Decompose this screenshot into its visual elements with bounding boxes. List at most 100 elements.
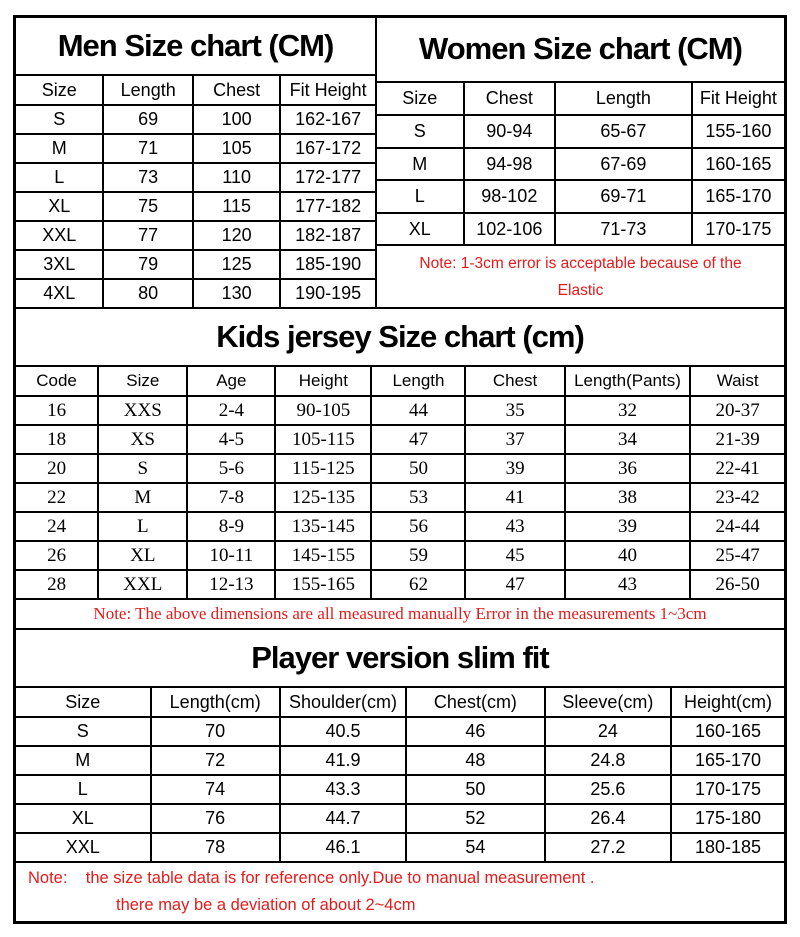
table-cell: 25.6 [543,774,673,805]
kids-header-row: Code Size Age Height Length Chest Length(Pants… [13,365,786,397]
table-cell: 94-98 [462,146,557,182]
table-cell: 22 [13,482,100,513]
column-header: Length [370,365,467,397]
table-cell: 20-37 [689,395,786,426]
women-title-row: Women Size chart (CM) [375,16,786,83]
table-cell: 70 [149,716,281,747]
table-row: XL 102-106 71-73 170-175 [375,211,787,247]
kids-size-chart-title: Kids jersey Size chart (cm) [14,307,786,367]
table-row: XXL 78 46.1 54 27.2 180-185 [14,832,786,863]
women-size-table: Women Size chart (CM) Size Chest Length Fit… [375,16,787,309]
table-row: 24 L 8-9 135-145 56 43 39 24-44 [13,511,786,542]
table-cell: 52 [405,803,546,834]
table-cell: 28 [13,569,100,600]
table-cell: 71 [102,133,194,164]
table-cell: 105-115 [274,424,373,455]
table-cell: 73 [102,162,194,193]
table-cell: M [13,133,105,164]
player-title-row: Player version slim fit [14,628,786,688]
table-row: 16 XXS 2-4 90-105 44 35 32 20-37 [13,395,786,426]
note-line: Note: 1-3cm error is acceptable because … [419,254,742,272]
table-cell: 80 [102,278,194,309]
table-cell: 2-4 [186,395,277,426]
men-title-row: Men Size chart (CM) [14,16,377,76]
kids-note-row: Note: The above dimensions are all measu… [14,598,786,630]
column-header: Chest [462,80,557,117]
women-size-chart-title: Women Size chart (CM) [375,16,786,83]
table-cell: 69-71 [554,179,693,214]
table-cell: 40.5 [278,716,408,747]
table-cell: 79 [102,249,194,280]
table-cell: 24 [543,716,673,747]
table-cell: 12-13 [186,569,277,600]
note-line: there may be a deviation of about 2~4cm [116,896,416,914]
table-cell: 165-170 [690,179,787,214]
table-cell: 24.8 [543,745,673,776]
table-row: S 69 100 162-167 [13,104,377,135]
column-header: Size [97,365,189,397]
table-cell: 72 [149,745,281,776]
table-cell: XL [97,540,189,571]
table-cell: 59 [370,540,467,571]
table-cell: XL [13,191,105,222]
table-cell: 155-165 [274,569,373,600]
table-cell: XXS [97,395,189,426]
column-header: Chest [191,74,282,106]
men-header-row: Size Length Chest Fit Height [13,74,377,106]
table-cell: XL [14,803,152,834]
table-cell: 44 [370,395,467,426]
player-note-row: Note: the size table data is for referen… [14,861,786,923]
table-cell: 130 [191,278,282,309]
table-cell: 165-170 [670,745,786,776]
table-cell: 77 [102,220,194,251]
table-cell: 100 [191,104,282,135]
table-cell: 172-177 [279,162,377,193]
table-cell: 50 [370,453,467,484]
table-cell: 78 [149,832,281,863]
table-cell: 43.3 [278,774,408,805]
table-cell: 190-195 [279,278,377,309]
table-cell: 177-182 [279,191,377,222]
table-cell: 39 [563,511,692,542]
kids-measurement-note: Note: The above dimensions are all measu… [14,598,786,630]
column-header: Age [186,365,277,397]
table-cell: 27.2 [543,832,673,863]
table-cell: 125-135 [274,482,373,513]
table-cell: 54 [405,832,546,863]
table-cell: 43 [563,569,692,600]
kids-title-row: Kids jersey Size chart (cm) [14,307,786,367]
table-cell: M [14,745,152,776]
note-line: Note: the size table data is for referen… [28,869,595,887]
column-header: Length(Pants) [563,365,692,397]
table-cell: 24-44 [689,511,786,542]
table-cell: 26 [13,540,100,571]
table-row: M 72 41.9 48 24.8 165-170 [14,745,786,776]
table-cell: L [14,774,152,805]
table-cell: M [375,146,465,182]
table-cell: 20 [13,453,100,484]
table-row: 4XL 80 130 190-195 [13,278,377,309]
table-cell: S [13,104,105,135]
column-header: Sleeve(cm) [543,686,673,718]
table-cell: 76 [149,803,281,834]
table-cell: 115 [191,191,282,222]
column-header: Chest(cm) [405,686,546,718]
women-header-row: Size Chest Length Fit Height [375,80,787,117]
table-cell: 90-94 [462,114,557,149]
table-row: L 98-102 69-71 165-170 [375,179,787,214]
table-row: S 70 40.5 46 24 160-165 [14,716,786,747]
player-reference-note: Note: the size table data is for referen… [14,861,786,923]
table-cell: 40 [563,540,692,571]
table-row: XL 75 115 177-182 [13,191,377,222]
table-cell: 41.9 [278,745,408,776]
table-cell: 182-187 [279,220,377,251]
player-header-row: Size Length(cm) Shoulder(cm) Chest(cm) Sleev… [14,686,786,718]
size-chart-sheet: Men Size chart (CM) Size Length Chest Fit H… [13,15,787,924]
table-row: M 94-98 67-69 160-165 [375,146,787,182]
women-note-row: Note: 1-3cm error is acceptable because … [375,244,786,309]
table-cell: 160-165 [670,716,786,747]
table-cell: 21-39 [689,424,786,455]
column-header: Size [375,80,465,117]
table-cell: S [97,453,189,484]
table-cell: 39 [464,453,566,484]
